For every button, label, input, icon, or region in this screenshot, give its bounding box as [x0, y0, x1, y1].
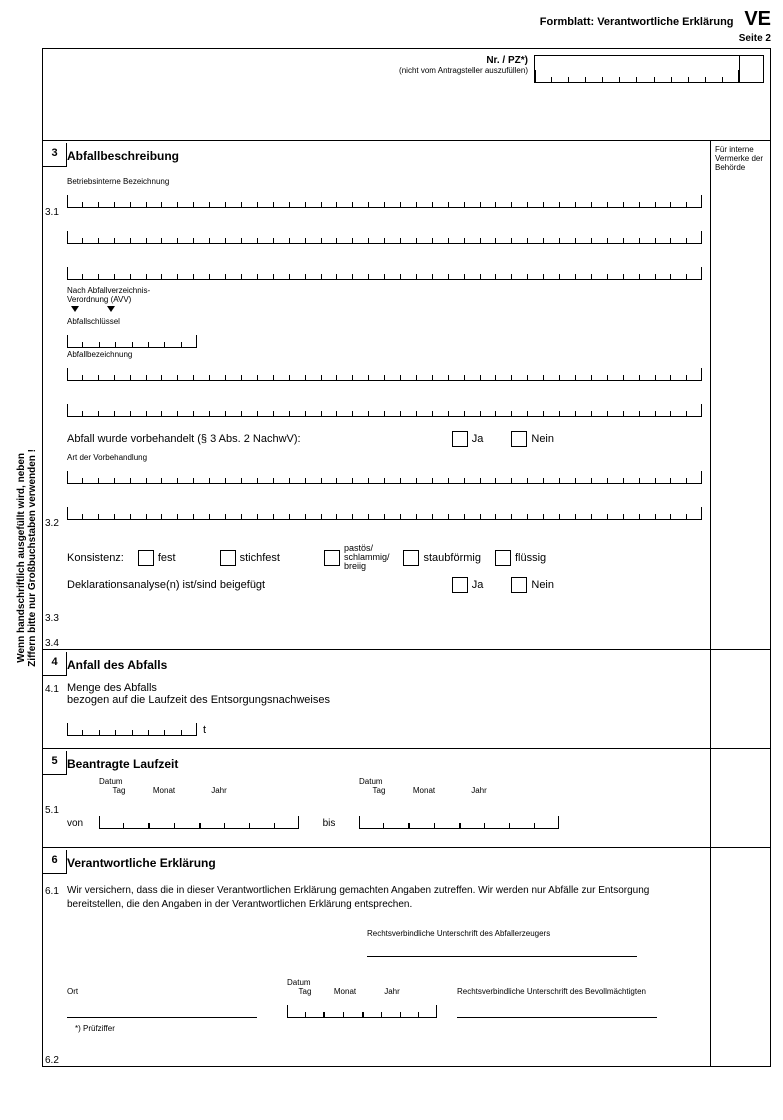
- input-abfallschluessel[interactable]: [67, 328, 197, 348]
- text-erklaerung: Wir versichern, dass die in dieser Veran…: [67, 884, 702, 911]
- section-4-title: Anfall des Abfalls: [67, 654, 702, 676]
- label-staub: staubförmig: [423, 552, 480, 564]
- checkbox-vorbehandelt-ja[interactable]: [452, 431, 468, 447]
- sub-3-1: 3.1: [43, 207, 67, 218]
- nr-sublabel: (nicht vom Antragsteller auszufüllen): [399, 66, 528, 75]
- input-ort[interactable]: [67, 1000, 257, 1018]
- header-page: Seite 2: [12, 33, 771, 44]
- input-menge[interactable]: [67, 716, 197, 736]
- checkbox-vorbehandelt-nein[interactable]: [511, 431, 527, 447]
- label-sig2: Rechtsverbindliche Unterschrift des Bevo…: [457, 987, 657, 996]
- input-abfallbez-1[interactable]: [67, 361, 702, 381]
- label-abfallschluessel: Abfallschlüssel: [67, 317, 702, 326]
- label-dekl-nein: Nein: [531, 579, 554, 591]
- label-betriebsintern: Betriebsinterne Bezeichnung: [67, 177, 702, 186]
- label-nein: Nein: [531, 433, 554, 445]
- checkbox-stichfest[interactable]: [220, 550, 236, 566]
- label-pastos: pastös/ schlammig/ breiig: [344, 544, 390, 571]
- label-unit-t: t: [203, 724, 206, 736]
- input-date-6[interactable]: [287, 998, 437, 1018]
- section-3-title: Abfallbeschreibung: [67, 145, 702, 167]
- label-dekl-ja: Ja: [472, 579, 484, 591]
- checkbox-staub[interactable]: [403, 550, 419, 566]
- section-6-title: Verantwortliche Erklärung: [67, 852, 702, 874]
- section-5-num: 5: [43, 751, 67, 775]
- label-abfallbezeichnung: Abfallbezeichnung: [67, 350, 702, 359]
- input-date-von[interactable]: [99, 809, 299, 829]
- header-title: Formblatt: Verantwortliche Erklärung: [540, 16, 734, 28]
- side-instruction: Wenn handschriftlich ausgefüllt wird, ne…: [12, 449, 42, 667]
- label-art-vorbehandlung: Art der Vorbehandlung: [67, 453, 702, 462]
- footnote-pruefziffer: *) Prüfziffer: [67, 1022, 702, 1039]
- label-datum-bis: Datum: [359, 777, 559, 786]
- label-vorbehandelt: Abfall wurde vorbehandelt (§ 3 Abs. 2 Na…: [67, 433, 452, 445]
- input-abfallbez-2[interactable]: [67, 397, 702, 417]
- label-ort: Ort: [67, 987, 257, 996]
- header-code: VE: [744, 8, 771, 30]
- form-container: Nr. / PZ*) (nicht vom Antragsteller ausz…: [42, 48, 771, 1067]
- label-sig1: Rechtsverbindliche Unterschrift des Abfa…: [367, 929, 702, 938]
- label-konsistenz: Konsistenz:: [67, 552, 124, 564]
- label-bezogen: bezogen auf die Laufzeit des Entsorgungs…: [67, 694, 702, 706]
- label-ja: Ja: [472, 433, 484, 445]
- input-art-2[interactable]: [67, 500, 702, 520]
- input-betriebsintern-3[interactable]: [67, 260, 702, 280]
- label-deklaration: Deklarationsanalyse(n) ist/sind beigefüg…: [67, 579, 452, 591]
- label-menge: Menge des Abfalls: [67, 682, 702, 694]
- section-4-num: 4: [43, 652, 67, 676]
- label-stichfest: stichfest: [240, 552, 280, 564]
- sub-3-4: 3.4: [43, 638, 67, 649]
- signature-line-1[interactable]: [367, 939, 637, 957]
- sub-3-3: 3.3: [43, 613, 67, 624]
- sub-6-2: 6.2: [43, 1055, 67, 1066]
- label-von: von: [67, 818, 99, 829]
- checkbox-dekl-nein[interactable]: [511, 577, 527, 593]
- section-6-num: 6: [43, 850, 67, 874]
- signature-line-2[interactable]: [457, 1000, 657, 1018]
- input-art-1[interactable]: [67, 464, 702, 484]
- section-5-title: Beantragte Laufzeit: [67, 753, 702, 775]
- nr-label: Nr. / PZ*): [399, 55, 528, 66]
- nr-block: Nr. / PZ*) (nicht vom Antragsteller ausz…: [43, 49, 770, 141]
- input-betriebsintern-2[interactable]: [67, 224, 702, 244]
- checkbox-pastos[interactable]: [324, 550, 340, 566]
- sub-5-1: 5.1: [43, 805, 67, 816]
- label-bis: bis: [299, 818, 359, 829]
- section-3-num: 3: [43, 143, 67, 167]
- label-datum-6: Datum: [287, 978, 437, 987]
- page-header: Formblatt: Verantwortliche Erklärung VE …: [12, 8, 771, 44]
- sub-6-1: 6.1: [43, 886, 67, 897]
- input-date-bis[interactable]: [359, 809, 559, 829]
- sub-4-1: 4.1: [43, 684, 67, 695]
- checkbox-dekl-ja[interactable]: [452, 577, 468, 593]
- right-note: Für interne Vermerke der Behörde: [711, 141, 770, 176]
- label-avv: Nach Abfallverzeichnis- Verordnung (AVV): [67, 286, 702, 304]
- input-betriebsintern-1[interactable]: [67, 188, 702, 208]
- label-fluessig: flüssig: [515, 552, 546, 564]
- sub-3-2: 3.2: [43, 518, 67, 529]
- label-datum-von: Datum: [99, 777, 299, 786]
- nr-input-boxes[interactable]: [534, 55, 764, 83]
- checkbox-fest[interactable]: [138, 550, 154, 566]
- arrow-icon: [107, 306, 115, 312]
- label-fest: fest: [158, 552, 176, 564]
- arrow-icon: [71, 306, 79, 312]
- checkbox-fluessig[interactable]: [495, 550, 511, 566]
